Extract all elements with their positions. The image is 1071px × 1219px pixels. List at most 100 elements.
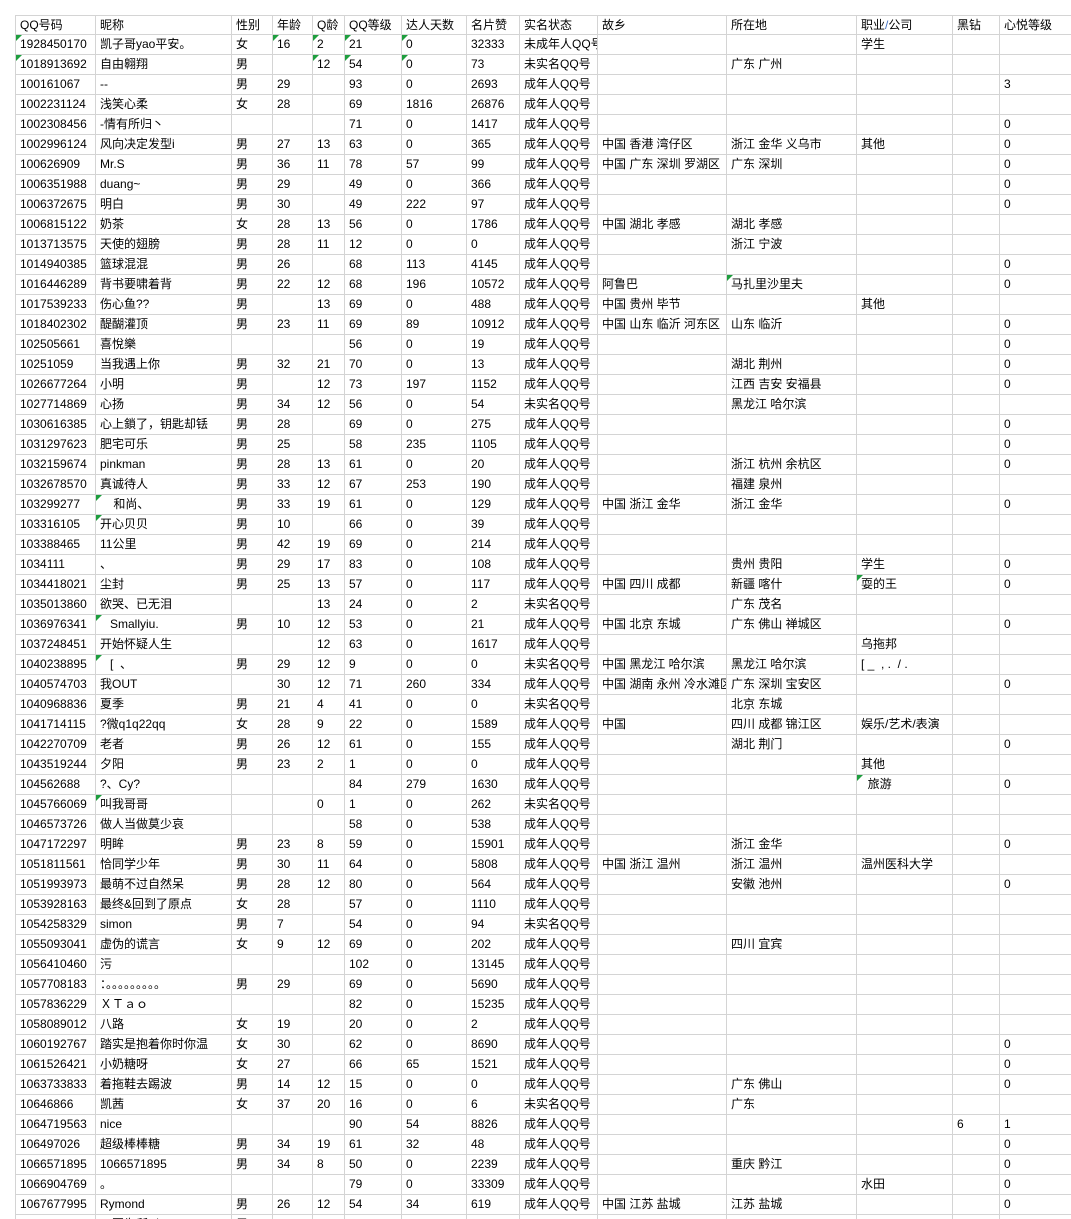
cell-qq[interactable]: 1014940385 — [15, 255, 96, 275]
cell-expert_days[interactable]: 0 — [402, 415, 467, 435]
cell-qq[interactable]: 1051811561 — [15, 855, 96, 875]
cell-card_likes[interactable]: 1630 — [467, 775, 520, 795]
cell-xinyue_level[interactable]: 0 — [1000, 415, 1071, 435]
cell-location[interactable]: 浙江 杭州 余杭区 — [727, 455, 857, 475]
cell-hometown[interactable] — [598, 115, 727, 135]
cell-nickname[interactable]: 开始怀疑人生 — [96, 635, 232, 655]
cell-job_company[interactable] — [857, 275, 953, 295]
cell-nickname[interactable]: 叫我哥哥 — [96, 795, 232, 815]
cell-gender[interactable]: 男 — [232, 135, 273, 155]
cell-card_likes[interactable]: 538 — [467, 815, 520, 835]
cell-qage[interactable]: 12 — [313, 475, 345, 495]
cell-qage[interactable] — [313, 955, 345, 975]
cell-qage[interactable]: 2 — [313, 755, 345, 775]
cell-age[interactable]: 30 — [273, 1035, 313, 1055]
column-header-location[interactable]: 所在地 — [727, 15, 857, 35]
cell-nickname[interactable]: 做人当做莫少哀 — [96, 815, 232, 835]
cell-xinyue_level[interactable]: 0 — [1000, 1035, 1071, 1055]
cell-location[interactable] — [727, 95, 857, 115]
cell-black_diamond[interactable] — [953, 895, 1000, 915]
cell-black_diamond[interactable] — [953, 115, 1000, 135]
cell-card_likes[interactable]: 1617 — [467, 635, 520, 655]
cell-age[interactable] — [273, 295, 313, 315]
cell-hometown[interactable] — [598, 1175, 727, 1195]
cell-expert_days[interactable]: 0 — [402, 1035, 467, 1055]
cell-qq[interactable]: 1055093041 — [15, 935, 96, 955]
cell-nickname[interactable]: 恰同学少年 — [96, 855, 232, 875]
cell-qqlevel[interactable] — [345, 1215, 402, 1219]
cell-qage[interactable] — [313, 1215, 345, 1219]
cell-xinyue_level[interactable]: 0 — [1000, 375, 1071, 395]
cell-location[interactable]: 湖北 荆州 — [727, 355, 857, 375]
cell-gender[interactable]: 男 — [232, 975, 273, 995]
cell-expert_days[interactable]: 113 — [402, 255, 467, 275]
cell-expert_days[interactable]: 34 — [402, 1195, 467, 1215]
cell-age[interactable]: 22 — [273, 275, 313, 295]
cell-hometown[interactable] — [598, 355, 727, 375]
cell-card_likes[interactable]: 334 — [467, 675, 520, 695]
cell-xinyue_level[interactable]: 0 — [1000, 1175, 1071, 1195]
cell-hometown[interactable] — [598, 35, 727, 55]
cell-nickname[interactable]: 奶茶 — [96, 215, 232, 235]
cell-expert_days[interactable]: 279 — [402, 775, 467, 795]
cell-hometown[interactable] — [598, 955, 727, 975]
cell-location[interactable] — [727, 415, 857, 435]
cell-location[interactable]: 安徽 池州 — [727, 875, 857, 895]
cell-xinyue_level[interactable] — [1000, 95, 1071, 115]
cell-location[interactable] — [727, 975, 857, 995]
cell-job_company[interactable] — [857, 55, 953, 75]
cell-qqlevel[interactable]: 24 — [345, 595, 402, 615]
cell-realname_status[interactable]: 成年人QQ号 — [520, 855, 598, 875]
cell-realname_status[interactable]: 成年人QQ号 — [520, 815, 598, 835]
cell-gender[interactable]: 男 — [232, 375, 273, 395]
cell-qage[interactable]: 12 — [313, 1075, 345, 1095]
cell-age[interactable]: 26 — [273, 1195, 313, 1215]
cell-hometown[interactable] — [598, 1155, 727, 1175]
cell-black_diamond[interactable] — [953, 735, 1000, 755]
cell-gender[interactable]: 男 — [232, 315, 273, 335]
cell-realname_status[interactable]: 成年人QQ号 — [520, 115, 598, 135]
cell-xinyue_level[interactable] — [1000, 915, 1071, 935]
cell-qq[interactable]: 103316105 — [15, 515, 96, 535]
cell-gender[interactable] — [232, 815, 273, 835]
cell-expert_days[interactable]: 89 — [402, 315, 467, 335]
cell-qq[interactable]: 1058089012 — [15, 1015, 96, 1035]
cell-qqlevel[interactable]: 54 — [345, 55, 402, 75]
cell-xinyue_level[interactable] — [1000, 955, 1071, 975]
cell-expert_days[interactable]: 0 — [402, 1095, 467, 1115]
cell-age[interactable] — [273, 1175, 313, 1195]
cell-black_diamond[interactable] — [953, 835, 1000, 855]
cell-realname_status[interactable]: 成年人QQ号 — [520, 375, 598, 395]
cell-gender[interactable]: 女 — [232, 895, 273, 915]
cell-qqlevel[interactable]: 73 — [345, 375, 402, 395]
cell-age[interactable] — [273, 775, 313, 795]
cell-gender[interactable]: 男 — [232, 1215, 273, 1219]
cell-location[interactable]: 江西 吉安 安福县 — [727, 375, 857, 395]
cell-qqlevel[interactable]: 63 — [345, 635, 402, 655]
cell-age[interactable] — [273, 335, 313, 355]
column-header-nickname[interactable]: 昵称 — [96, 15, 232, 35]
cell-expert_days[interactable]: 0 — [402, 515, 467, 535]
cell-hometown[interactable] — [598, 915, 727, 935]
cell-nickname[interactable]: 踏实是抱着你时你温 — [96, 1035, 232, 1055]
cell-realname_status[interactable]: 成年人QQ号 — [520, 675, 598, 695]
cell-qqlevel[interactable]: 57 — [345, 895, 402, 915]
cell-expert_days[interactable]: 0 — [402, 955, 467, 975]
cell-job_company[interactable] — [857, 155, 953, 175]
cell-expert_days[interactable]: 0 — [402, 835, 467, 855]
cell-age[interactable]: 34 — [273, 1135, 313, 1155]
cell-qq[interactable]: 1063733833 — [15, 1075, 96, 1095]
cell-qqlevel[interactable]: 54 — [345, 915, 402, 935]
cell-qq[interactable]: 1016446289 — [15, 275, 96, 295]
cell-qq[interactable]: 1032678570 — [15, 475, 96, 495]
cell-xinyue_level[interactable] — [1000, 35, 1071, 55]
cell-qage[interactable]: 12 — [313, 935, 345, 955]
cell-card_likes[interactable]: 13145 — [467, 955, 520, 975]
cell-realname_status[interactable]: 成年人QQ号 — [520, 1075, 598, 1095]
cell-qage[interactable]: 11 — [313, 855, 345, 875]
cell-realname_status[interactable]: 成年人QQ号 — [520, 175, 598, 195]
cell-qqlevel[interactable]: 82 — [345, 995, 402, 1015]
cell-qqlevel[interactable]: 67 — [345, 475, 402, 495]
cell-qqlevel[interactable]: 61 — [345, 735, 402, 755]
cell-nickname[interactable]: 老者 — [96, 735, 232, 755]
